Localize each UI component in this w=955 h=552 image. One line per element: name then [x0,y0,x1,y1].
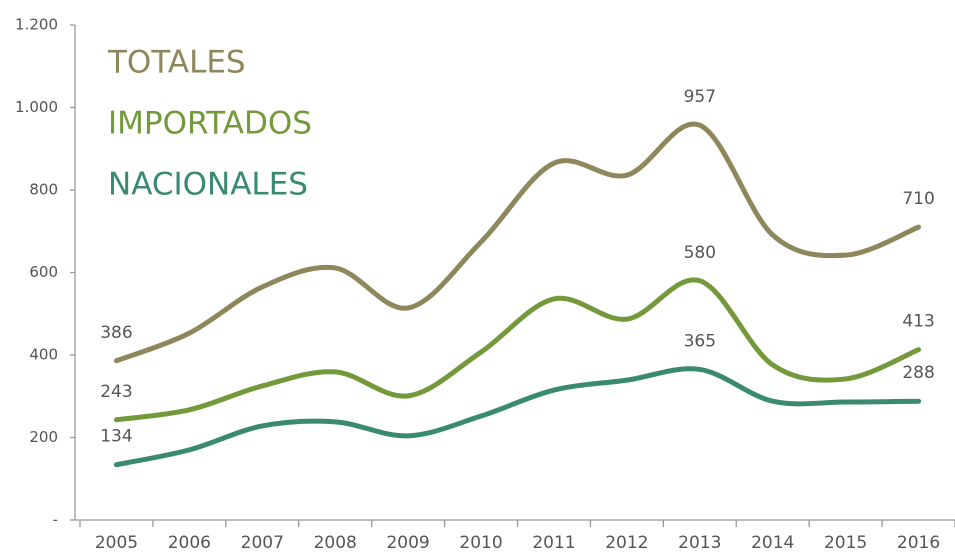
x-tick-label: 2006 [168,533,211,552]
x-tick-label: 2013 [678,533,721,552]
legend-entry: IMPORTADOS [108,106,312,142]
data-label: 243 [100,382,132,402]
y-tick-label: 1.000 [15,98,58,116]
y-tick-label: 200 [29,428,58,446]
line [113,366,922,468]
data-label: 386 [100,323,132,343]
x-tick-label: 2007 [241,533,284,552]
data-label: 580 [684,243,716,263]
y-tick-label: 800 [29,181,58,199]
x-tick-label: 2014 [751,533,794,552]
line [113,121,922,364]
y-tick-label: - [53,511,58,529]
data-label: 710 [902,189,934,209]
data-label: 134 [100,427,132,447]
line [113,277,922,423]
y-tick-label: 600 [29,263,58,281]
x-tick-label: 2012 [605,533,648,552]
x-tick-label: 2005 [95,533,138,552]
x-tick-label: 2009 [386,533,429,552]
x-tick-label: 2010 [459,533,502,552]
data-label: 413 [902,312,934,332]
x-tick-label: 2008 [314,533,357,552]
legend-entry: NACIONALES [108,167,308,203]
y-tick-label: 400 [29,346,58,364]
legend-entry: TOTALES [107,45,246,81]
data-label: 957 [684,87,716,107]
x-tick-label: 2011 [532,533,575,552]
x-tick-label: 2015 [824,533,867,552]
y-tick-label: 1.200 [15,16,58,34]
data-label: 365 [684,331,716,351]
x-tick-label: 2016 [897,533,940,552]
data-label: 288 [902,363,934,383]
